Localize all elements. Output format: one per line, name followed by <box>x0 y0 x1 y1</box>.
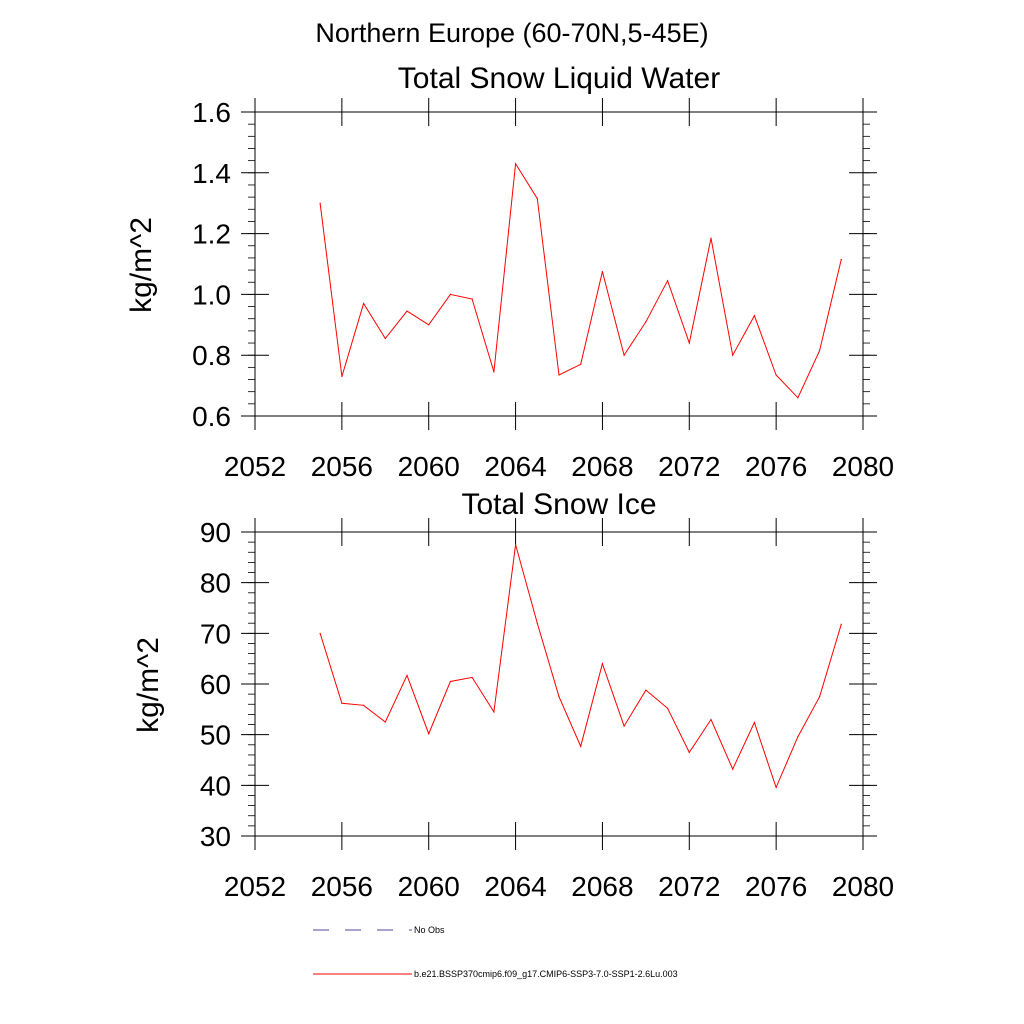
data-point <box>732 354 734 356</box>
x-tick-label: 2056 <box>311 451 373 482</box>
x-tick-label: 2076 <box>745 871 807 902</box>
legend-model-label: b.e21.BSSP370cmip6.f09_g17.CMIP6-SSP3-7.… <box>414 969 678 979</box>
data-point <box>775 374 777 376</box>
y-tick-label: 1.0 <box>192 279 231 310</box>
data-point <box>384 337 386 340</box>
data-point <box>514 163 517 165</box>
data-point <box>645 321 647 323</box>
x-tick-label: 2068 <box>571 451 633 482</box>
x-tick-label: 2080 <box>832 871 894 902</box>
data-point <box>688 751 690 754</box>
x-tick-label: 2072 <box>658 871 720 902</box>
data-point <box>818 696 821 698</box>
x-tick-label: 2064 <box>484 451 546 482</box>
data-point <box>514 544 517 546</box>
data-point <box>362 302 365 305</box>
data-point <box>341 375 343 378</box>
data-point <box>645 689 647 691</box>
data-point <box>818 350 821 352</box>
y-tick-label: 80 <box>200 568 231 599</box>
data-point <box>319 632 321 634</box>
data-point <box>840 623 842 625</box>
data-point <box>623 725 625 727</box>
plot-area: 2052 2056 2060 2064 2068 2072 2076 2080 30 40 50 60… <box>200 517 894 902</box>
x-tick-label: 2068 <box>571 871 633 902</box>
data-point <box>384 721 386 723</box>
x-tick-label: 2060 <box>398 871 460 902</box>
series-line <box>319 162 842 399</box>
x-tick-label: 2060 <box>398 451 460 482</box>
data-point <box>558 374 560 376</box>
panel-title: Total Snow Liquid Water <box>398 62 720 95</box>
data-point <box>753 315 756 317</box>
data-point <box>362 704 365 706</box>
y-axis-label: kg/m^2 <box>132 637 165 733</box>
y-tick-label: 0.8 <box>192 340 231 371</box>
data-point <box>558 696 560 698</box>
plot-frame <box>254 531 864 837</box>
x-tick-label: 2076 <box>745 451 807 482</box>
y-tick-label: 60 <box>200 669 231 700</box>
data-point <box>840 258 842 261</box>
data-point <box>536 198 538 200</box>
panel-title: Total Snow Ice <box>461 488 656 521</box>
data-point <box>601 271 604 273</box>
series-line <box>319 544 842 789</box>
y-tick-label: 0.6 <box>192 401 231 432</box>
y-tick-label: 70 <box>200 618 231 649</box>
panel-liquid-water: Total Snow Liquid Water kg/m^2 2052 2056 2… <box>125 62 894 482</box>
data-point <box>580 363 582 365</box>
data-point <box>797 397 799 399</box>
y-tick-label: 40 <box>200 770 231 801</box>
legend: No Obs b.e21.BSSP370cmip6.f09_g17.CMIP6-… <box>313 925 678 979</box>
legend-obs-label: No Obs <box>414 925 445 935</box>
x-tick-label: 2056 <box>311 871 373 902</box>
y-tick-label: 90 <box>200 517 231 548</box>
data-point <box>428 733 430 735</box>
y-axis-label: kg/m^2 <box>125 217 158 313</box>
data-point <box>732 768 734 770</box>
data-point <box>710 718 712 721</box>
data-point <box>319 202 321 204</box>
data-point <box>471 298 473 300</box>
y-tick-label: 1.4 <box>192 158 231 189</box>
data-point <box>601 663 604 665</box>
data-point <box>406 310 408 312</box>
data-point <box>493 371 495 373</box>
y-tick-label: 1.2 <box>192 219 231 250</box>
data-point <box>449 680 452 683</box>
data-point <box>710 237 712 239</box>
data-point <box>536 622 538 624</box>
panel-snow-ice: Total Snow Ice kg/m^2 2052 2056 2060 2064 20… <box>132 488 894 902</box>
data-point <box>428 324 430 326</box>
data-point <box>471 676 473 679</box>
data-point <box>666 707 669 709</box>
data-point <box>797 736 799 738</box>
x-tick-label: 2072 <box>658 451 720 482</box>
x-tick-label: 2052 <box>224 451 286 482</box>
x-tick-label: 2080 <box>832 451 894 482</box>
x-tick-label: 2064 <box>484 871 546 902</box>
data-point <box>580 745 582 747</box>
data-point <box>493 711 495 713</box>
data-point <box>753 721 756 724</box>
plot-frame <box>254 111 864 417</box>
data-point <box>775 786 777 788</box>
data-point <box>666 280 669 282</box>
y-tick-label: 1.6 <box>192 97 231 128</box>
y-tick-label: 30 <box>200 821 231 852</box>
data-point <box>449 293 452 295</box>
data-point <box>341 702 343 704</box>
data-point <box>406 674 408 676</box>
figure-title: Northern Europe (60-70N,5-45E) <box>315 18 708 48</box>
data-point <box>623 354 625 356</box>
plot-area: 2052 2056 2060 2064 2068 2072 2076 2080 0.6 0.8 1.… <box>192 97 894 482</box>
y-tick-label: 50 <box>200 720 231 751</box>
data-point <box>688 342 690 344</box>
x-tick-label: 2052 <box>224 871 286 902</box>
